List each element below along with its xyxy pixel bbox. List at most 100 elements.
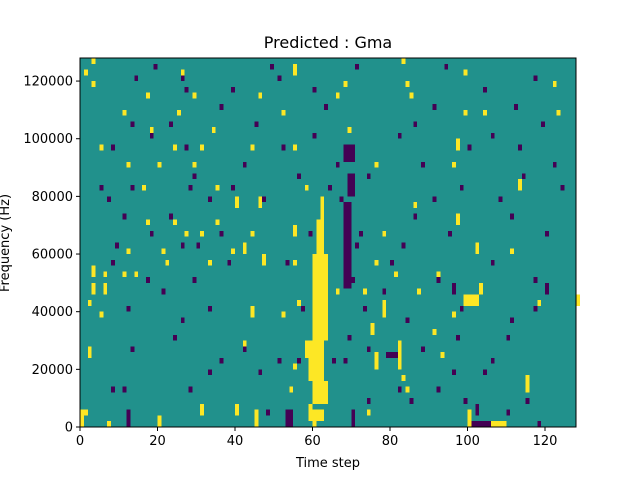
heatmap-cell-low bbox=[196, 242, 201, 249]
heatmap-cell-high bbox=[235, 403, 239, 416]
heatmap-cell-high bbox=[405, 386, 410, 393]
heatmap-cell-high bbox=[83, 69, 88, 76]
plot-frame bbox=[79, 57, 577, 428]
heatmap-cell-high bbox=[405, 81, 410, 87]
heatmap-cell-low bbox=[161, 288, 166, 295]
heatmap-cell-high bbox=[293, 363, 297, 370]
heatmap-cell-low bbox=[366, 346, 371, 353]
heatmap-cell-high bbox=[91, 81, 96, 87]
heatmap-cell-high bbox=[145, 219, 150, 226]
heatmap-background bbox=[80, 58, 576, 427]
heatmap-cell-low bbox=[219, 104, 224, 110]
heatmap-block-low bbox=[471, 421, 491, 427]
heatmap-cell-low bbox=[490, 357, 495, 364]
heatmap-cell-low bbox=[277, 75, 282, 82]
heatmap-cell-high bbox=[293, 225, 297, 237]
heatmap-block-high bbox=[308, 340, 325, 381]
heatmap-cell-high bbox=[362, 288, 367, 295]
heatmap-cell-high bbox=[366, 409, 371, 416]
heatmap-cell-high bbox=[382, 300, 387, 318]
heatmap-cell-low bbox=[533, 305, 538, 312]
heatmap-cell-high bbox=[157, 161, 162, 168]
heatmap-cell-low bbox=[401, 242, 406, 249]
heatmap-cell-low bbox=[533, 277, 538, 283]
heatmap-cell-low bbox=[347, 334, 352, 341]
heatmap-cell-high bbox=[91, 282, 96, 295]
heatmap-cell-low bbox=[297, 173, 301, 180]
heatmap-cell-high bbox=[413, 202, 418, 208]
heatmap-cell-low bbox=[514, 104, 518, 110]
heatmap-cell-low bbox=[99, 184, 104, 191]
heatmap-cell-low bbox=[541, 121, 545, 128]
heatmap-cell-low bbox=[366, 173, 371, 180]
heatmap-cell-low bbox=[448, 230, 452, 237]
heatmap-cell-low bbox=[312, 86, 317, 93]
heatmap-cell-high bbox=[455, 138, 460, 151]
heatmap-cell-low bbox=[111, 144, 115, 151]
heatmap-block-low bbox=[386, 352, 398, 358]
heatmap-cell-low bbox=[463, 398, 468, 404]
heatmap-block-high bbox=[312, 254, 328, 341]
heatmap-block-high bbox=[463, 294, 480, 306]
heatmap-block-low bbox=[343, 202, 352, 289]
heatmap-cell-low bbox=[219, 357, 224, 364]
heatmap-cell-high bbox=[552, 81, 557, 87]
heatmap-cell-high bbox=[200, 144, 204, 151]
heatmap-cell-high bbox=[99, 311, 104, 318]
heatmap-cell-low bbox=[180, 75, 185, 82]
heatmap-cell-low bbox=[328, 184, 332, 191]
y-tick-label: 0 bbox=[65, 421, 73, 436]
heatmap-cell-high bbox=[207, 259, 212, 266]
heatmap-cell-low bbox=[490, 259, 495, 266]
heatmap-cell-high bbox=[192, 92, 197, 99]
heatmap-cell-high bbox=[258, 92, 263, 99]
heatmap-cell-high bbox=[304, 184, 309, 191]
heatmap-cell-low bbox=[432, 196, 437, 203]
heatmap-cell-high bbox=[215, 184, 220, 191]
heatmap-cell-high bbox=[161, 248, 166, 255]
y-tick-label: 80000 bbox=[32, 190, 73, 205]
heatmap-cell-high bbox=[401, 58, 406, 64]
x-axis: 0 20 40 60 80 100 120 bbox=[76, 427, 557, 449]
heatmap-cell-low bbox=[506, 409, 511, 416]
heatmap-cell-high bbox=[200, 230, 204, 237]
heatmap-cell-high bbox=[382, 230, 387, 237]
x-tick-label: 100 bbox=[455, 434, 480, 449]
heatmap-cell-high bbox=[165, 259, 170, 266]
heatmap-cell-high bbox=[297, 300, 301, 306]
x-tick-label: 40 bbox=[227, 434, 244, 449]
heatmap-cell-low bbox=[184, 144, 189, 151]
heatmap-cell-low bbox=[355, 63, 359, 70]
heatmap-cell-high bbox=[103, 282, 108, 295]
heatmap-cell-low bbox=[111, 259, 115, 266]
heatmap-cell-low bbox=[285, 259, 290, 266]
heatmap-cell-low bbox=[405, 317, 410, 324]
heatmap-cell-low bbox=[432, 104, 437, 110]
heatmap-cell-low bbox=[219, 230, 224, 237]
heatmap-block-high bbox=[308, 409, 325, 422]
heatmap-cell-low bbox=[242, 161, 247, 168]
heatmap-cell-high bbox=[87, 300, 92, 306]
heatmap-cell-high bbox=[556, 109, 561, 116]
heatmap-cell-low bbox=[335, 161, 340, 168]
heatmap-cell-high bbox=[126, 248, 131, 255]
heatmap-cell-low bbox=[122, 213, 127, 220]
heatmap-cell-high bbox=[83, 409, 88, 416]
heatmap-block-high bbox=[486, 421, 507, 427]
heatmap-cell-low bbox=[231, 86, 235, 93]
heatmap-cell-low bbox=[207, 305, 212, 312]
heatmap-cell-low bbox=[382, 288, 387, 295]
heatmap-cell-high bbox=[347, 127, 352, 133]
heatmap-cell-high bbox=[281, 311, 286, 318]
x-tick-label: 0 bbox=[76, 434, 84, 449]
heatmap-cell-low bbox=[297, 357, 301, 364]
heatmap-cell-low bbox=[130, 184, 135, 191]
heatmap-cell-low bbox=[173, 334, 177, 341]
heatmap-block-high bbox=[312, 380, 328, 404]
heatmap-cell-high bbox=[142, 184, 146, 191]
heatmap-cell-low bbox=[521, 173, 526, 180]
heatmap-cell-low bbox=[308, 230, 313, 237]
heatmap-block-low bbox=[343, 144, 356, 162]
heatmap-cell-low bbox=[324, 104, 328, 110]
heatmap-cell-high bbox=[173, 219, 177, 226]
